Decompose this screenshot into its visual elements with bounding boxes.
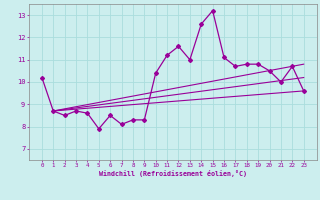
X-axis label: Windchill (Refroidissement éolien,°C): Windchill (Refroidissement éolien,°C) xyxy=(99,170,247,177)
